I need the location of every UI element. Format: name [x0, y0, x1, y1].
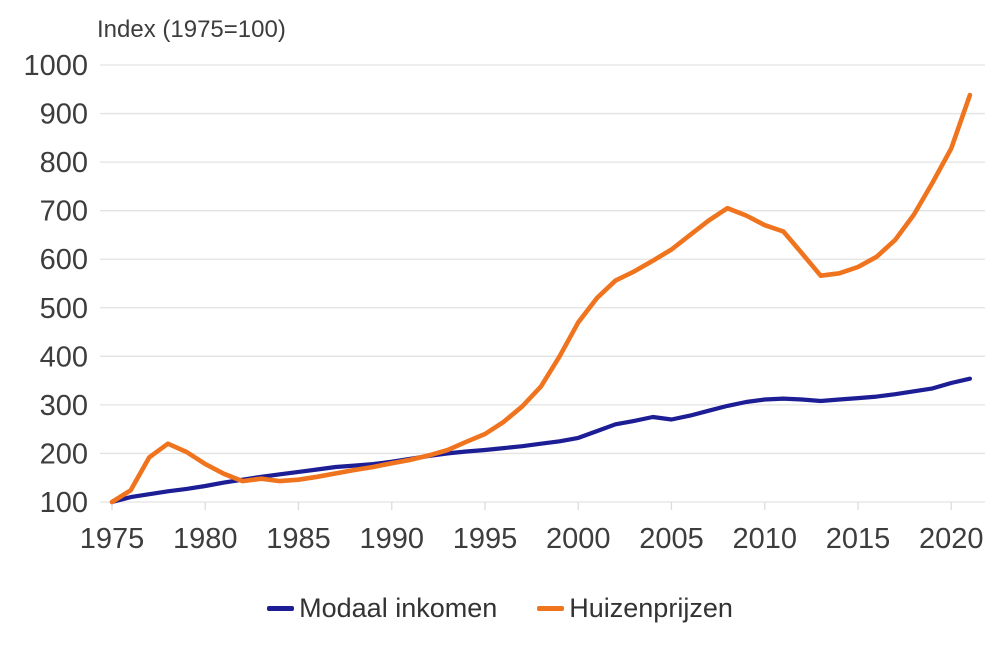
huizenprijzen-line-swatch — [537, 606, 565, 611]
y-tick-label: 800 — [40, 147, 88, 179]
line-chart-plot: 100 200 300 400 500 600 700 800 900 1000 1975 1980… — [23, 50, 985, 555]
x-tick-label: 1980 — [173, 523, 238, 555]
x-tick-label: 1975 — [80, 523, 145, 555]
y-tick-label: 500 — [40, 293, 88, 325]
x-tick-label: 2000 — [546, 523, 611, 555]
y-tick-label: 300 — [40, 390, 88, 422]
x-tick-label: 2005 — [639, 523, 704, 555]
legend-label-huizenprijzen: Huizenprijzen — [569, 593, 733, 623]
x-tick-label: 1990 — [359, 523, 424, 555]
x-tick-label: 1995 — [453, 523, 518, 555]
huizenprijzen-line — [109, 92, 973, 505]
x-tick-label: 2015 — [826, 523, 891, 555]
modaal-inkomen-line-swatch — [267, 606, 295, 611]
y-tick-label: 200 — [40, 438, 88, 470]
modaal-inkomen-line — [109, 376, 972, 505]
legend-item-modaal-inkomen: Modaal inkomen — [267, 593, 497, 624]
legend: Modaal inkomen Huizenprijzen — [0, 593, 1000, 624]
legend-label-modaal-inkomen: Modaal inkomen — [299, 593, 498, 623]
y-tick-label: 900 — [40, 99, 88, 131]
x-tick-label: 2010 — [732, 523, 797, 555]
legend-item-huizenprijzen: Huizenprijzen — [537, 593, 733, 624]
gridlines — [100, 64, 985, 503]
chart-title: Index (1975=100) — [97, 16, 286, 43]
x-tick-label: 1985 — [266, 523, 331, 555]
x-axis-ticks — [111, 502, 952, 510]
x-axis-labels: 1975 1980 1985 1990 1995 2000 2005 2010 2015 2020 — [80, 523, 984, 555]
y-tick-label: 400 — [40, 341, 88, 373]
y-tick-label: 1000 — [23, 50, 88, 82]
y-tick-label: 700 — [40, 196, 88, 228]
y-axis-labels: 100 200 300 400 500 600 700 800 900 1000 — [23, 50, 88, 519]
x-tick-label: 2020 — [919, 523, 984, 555]
y-tick-label: 100 — [40, 487, 88, 519]
y-tick-label: 600 — [40, 244, 88, 276]
